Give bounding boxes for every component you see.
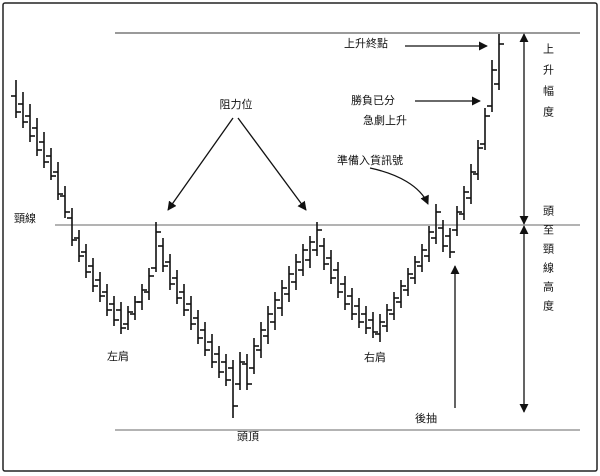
head-to-neck-label: 頭至頸線高度 xyxy=(542,205,555,319)
price-bar xyxy=(340,276,350,310)
price-bar xyxy=(445,228,455,258)
price-bar xyxy=(60,186,70,218)
price-bar xyxy=(18,92,28,128)
price-bar xyxy=(494,34,504,90)
decided-label-line1: 勝負已分 xyxy=(351,93,395,107)
price-bar xyxy=(319,238,329,270)
price-bar xyxy=(11,80,21,118)
price-bar xyxy=(193,310,203,344)
price-bar xyxy=(431,204,441,244)
price-bar xyxy=(109,296,119,326)
buy-signal-label: 準備入貨訊號 xyxy=(337,153,403,167)
price-bar xyxy=(487,60,497,112)
price-bar xyxy=(473,140,483,180)
pullback-label: 後抽 xyxy=(415,411,437,425)
price-bar xyxy=(32,118,42,156)
price-bar xyxy=(116,302,126,334)
price-bar xyxy=(389,292,399,320)
price-bar xyxy=(396,280,406,308)
price-bar xyxy=(291,254,301,290)
price-bar xyxy=(410,256,420,284)
price-bar xyxy=(424,226,434,262)
price-bar xyxy=(466,164,476,204)
price-bar xyxy=(354,298,364,328)
price-bar xyxy=(333,262,343,298)
price-bar xyxy=(179,284,189,316)
price-bar xyxy=(452,206,462,236)
price-bar xyxy=(88,258,98,292)
price-bar xyxy=(312,222,322,256)
buy-signal-arrow xyxy=(369,167,429,205)
price-bar xyxy=(151,222,161,272)
price-bar xyxy=(165,254,175,290)
price-bar xyxy=(137,284,147,310)
resistance-arrow-right xyxy=(237,117,307,211)
price-bar xyxy=(375,314,385,342)
rise-end-label: 上升終點 xyxy=(344,36,388,50)
price-bar xyxy=(221,354,231,386)
resistance-arrow-left xyxy=(167,117,234,211)
price-bar xyxy=(256,322,266,358)
price-bar xyxy=(249,338,259,374)
price-bar xyxy=(298,244,308,276)
price-bar xyxy=(284,266,294,302)
price-bar xyxy=(270,292,280,330)
price-bar xyxy=(102,284,112,316)
price-bar xyxy=(46,148,56,180)
left-shoulder-label: 左肩 xyxy=(107,349,129,363)
price-bar xyxy=(158,238,168,272)
right-shoulder-label: 右肩 xyxy=(364,350,386,364)
price-bar xyxy=(67,208,77,246)
head-label: 頭頂 xyxy=(237,430,259,443)
price-bar xyxy=(172,270,182,304)
price-bar xyxy=(277,280,287,316)
price-bar xyxy=(214,346,224,378)
price-bar xyxy=(361,306,371,334)
price-bar xyxy=(347,288,357,320)
price-bars xyxy=(11,34,504,418)
price-bar xyxy=(305,236,315,268)
decided-label-line2: 急劇上升 xyxy=(363,113,407,127)
price-bar xyxy=(144,268,154,300)
price-bar xyxy=(207,334,217,368)
price-bar xyxy=(95,272,105,302)
price-bar xyxy=(242,354,252,390)
price-bar xyxy=(459,186,469,220)
price-bar xyxy=(382,304,392,332)
rise-range-label: 上升幅度 xyxy=(542,43,555,127)
price-bar xyxy=(417,244,427,272)
price-bar xyxy=(123,306,133,330)
price-bar xyxy=(81,244,91,278)
price-bar xyxy=(235,352,245,390)
price-bar xyxy=(403,268,413,296)
price-bar xyxy=(326,250,336,284)
price-bar xyxy=(438,220,448,252)
price-bar xyxy=(263,306,273,344)
price-bar xyxy=(200,322,210,356)
price-bar xyxy=(368,312,378,338)
resistance-label: 阻力位 xyxy=(220,97,253,111)
price-bar xyxy=(53,162,63,200)
price-bar xyxy=(39,132,49,168)
neckline-label: 頸線 xyxy=(14,211,36,225)
price-bar xyxy=(74,230,84,262)
price-bar xyxy=(25,104,35,142)
price-bar xyxy=(228,360,238,418)
price-bar xyxy=(130,296,140,320)
price-bar xyxy=(480,108,490,150)
price-bar xyxy=(186,296,196,330)
